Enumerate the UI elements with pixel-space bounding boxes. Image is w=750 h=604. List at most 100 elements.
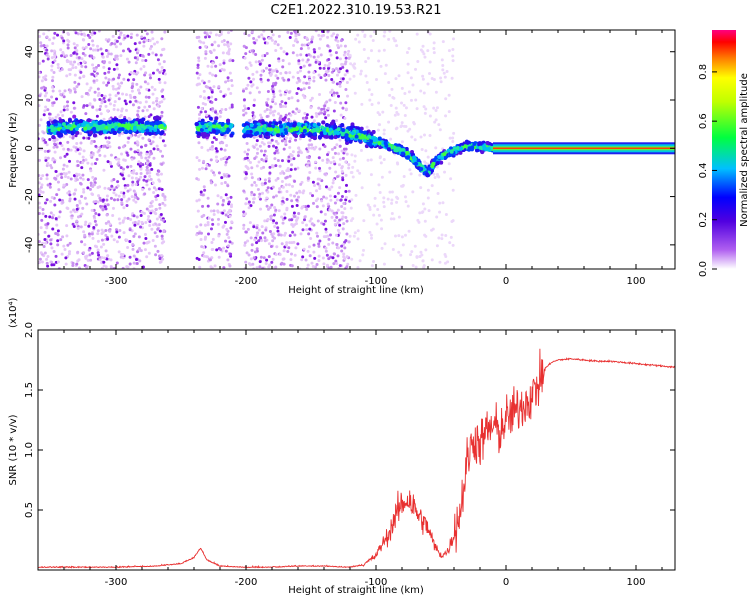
noise-cell	[107, 52, 110, 55]
noise-cell	[217, 223, 220, 226]
noise-cell	[46, 198, 49, 201]
noise-cell	[71, 264, 74, 267]
noise-cell	[207, 96, 210, 99]
noise-cell	[148, 175, 151, 178]
noise-cell	[118, 85, 121, 88]
noise-cell	[310, 147, 313, 150]
noise-cell	[158, 180, 161, 183]
noise-cell	[286, 31, 289, 34]
noise-cell	[216, 209, 219, 212]
noise-cell	[252, 225, 255, 228]
noise-cell	[305, 82, 308, 85]
noise-cell	[91, 209, 94, 212]
noise-cell	[53, 71, 56, 74]
noise-cell	[350, 207, 353, 210]
noise-cell	[144, 157, 147, 160]
noise-cell	[149, 39, 152, 42]
noise-cell	[279, 105, 282, 108]
noise-cell	[122, 253, 125, 256]
noise-cell	[66, 165, 69, 168]
band-cell	[72, 115, 76, 119]
noise-cell	[264, 150, 267, 153]
noise-cell	[200, 238, 203, 241]
noise-cell	[106, 194, 109, 197]
noise-cell	[66, 244, 69, 247]
noise-cell	[368, 231, 371, 234]
noise-cell	[345, 265, 348, 268]
noise-cell	[93, 215, 96, 218]
noise-cell	[342, 157, 345, 160]
noise-cell	[215, 156, 218, 159]
noise-cell	[269, 230, 272, 233]
noise-cell	[144, 59, 147, 62]
noise-cell	[272, 258, 275, 261]
noise-cell	[137, 160, 140, 163]
noise-cell	[326, 235, 329, 238]
noise-cell	[83, 60, 86, 63]
noise-cell	[225, 161, 228, 164]
noise-cell	[266, 52, 269, 55]
noise-cell	[334, 195, 337, 198]
noise-cell	[268, 180, 271, 183]
noise-cell	[280, 216, 283, 219]
noise-cell	[72, 223, 75, 226]
noise-cell	[228, 209, 231, 212]
noise-cell	[226, 258, 229, 261]
noise-cell	[337, 246, 340, 249]
noise-cell	[129, 100, 132, 103]
noise-cell	[146, 109, 149, 112]
noise-cell	[346, 220, 349, 223]
noise-cell	[445, 213, 448, 216]
noise-cell	[335, 216, 338, 219]
noise-cell	[152, 72, 155, 75]
figure-title: C2E1.2022.310.19.53.R21	[270, 3, 441, 18]
noise-cell	[210, 65, 213, 68]
noise-cell	[310, 217, 313, 220]
noise-cell	[51, 196, 54, 199]
noise-cell	[211, 145, 214, 148]
noise-cell	[250, 236, 253, 239]
noise-cell	[253, 104, 256, 107]
noise-cell	[385, 64, 388, 67]
noise-cell	[60, 110, 63, 113]
noise-cell	[136, 216, 139, 219]
noise-cell	[380, 161, 383, 164]
noise-cell	[76, 204, 79, 207]
noise-cell	[108, 136, 111, 139]
noise-cell	[210, 209, 213, 212]
noise-cell	[379, 191, 382, 194]
noise-cell	[153, 147, 156, 150]
noise-cell	[446, 70, 449, 73]
noise-cell	[335, 51, 338, 54]
noise-cell	[377, 60, 380, 63]
noise-cell	[263, 38, 266, 41]
noise-cell	[85, 202, 88, 205]
noise-cell	[88, 249, 91, 252]
noise-cell	[226, 184, 229, 187]
noise-cell	[285, 89, 288, 92]
noise-cell	[354, 38, 357, 41]
noise-cell	[451, 77, 454, 80]
noise-cell	[311, 36, 314, 39]
noise-cell	[146, 172, 149, 175]
noise-cell	[152, 191, 155, 194]
noise-cell	[336, 92, 339, 95]
noise-cell	[317, 178, 320, 181]
noise-cell	[298, 109, 301, 112]
noise-cell	[103, 61, 106, 64]
noise-cell	[333, 146, 336, 149]
noise-cell	[324, 247, 327, 250]
noise-cell	[45, 226, 48, 229]
noise-cell	[135, 177, 138, 180]
noise-cell	[115, 158, 118, 161]
noise-cell	[290, 241, 293, 244]
noise-cell	[283, 50, 286, 53]
noise-cell	[387, 81, 390, 84]
noise-cell	[80, 195, 83, 198]
noise-cell	[452, 244, 455, 247]
noise-cell	[255, 60, 258, 63]
noise-cell	[117, 184, 120, 187]
noise-cell	[243, 105, 246, 108]
noise-cell	[279, 253, 282, 256]
noise-cell	[70, 177, 73, 180]
